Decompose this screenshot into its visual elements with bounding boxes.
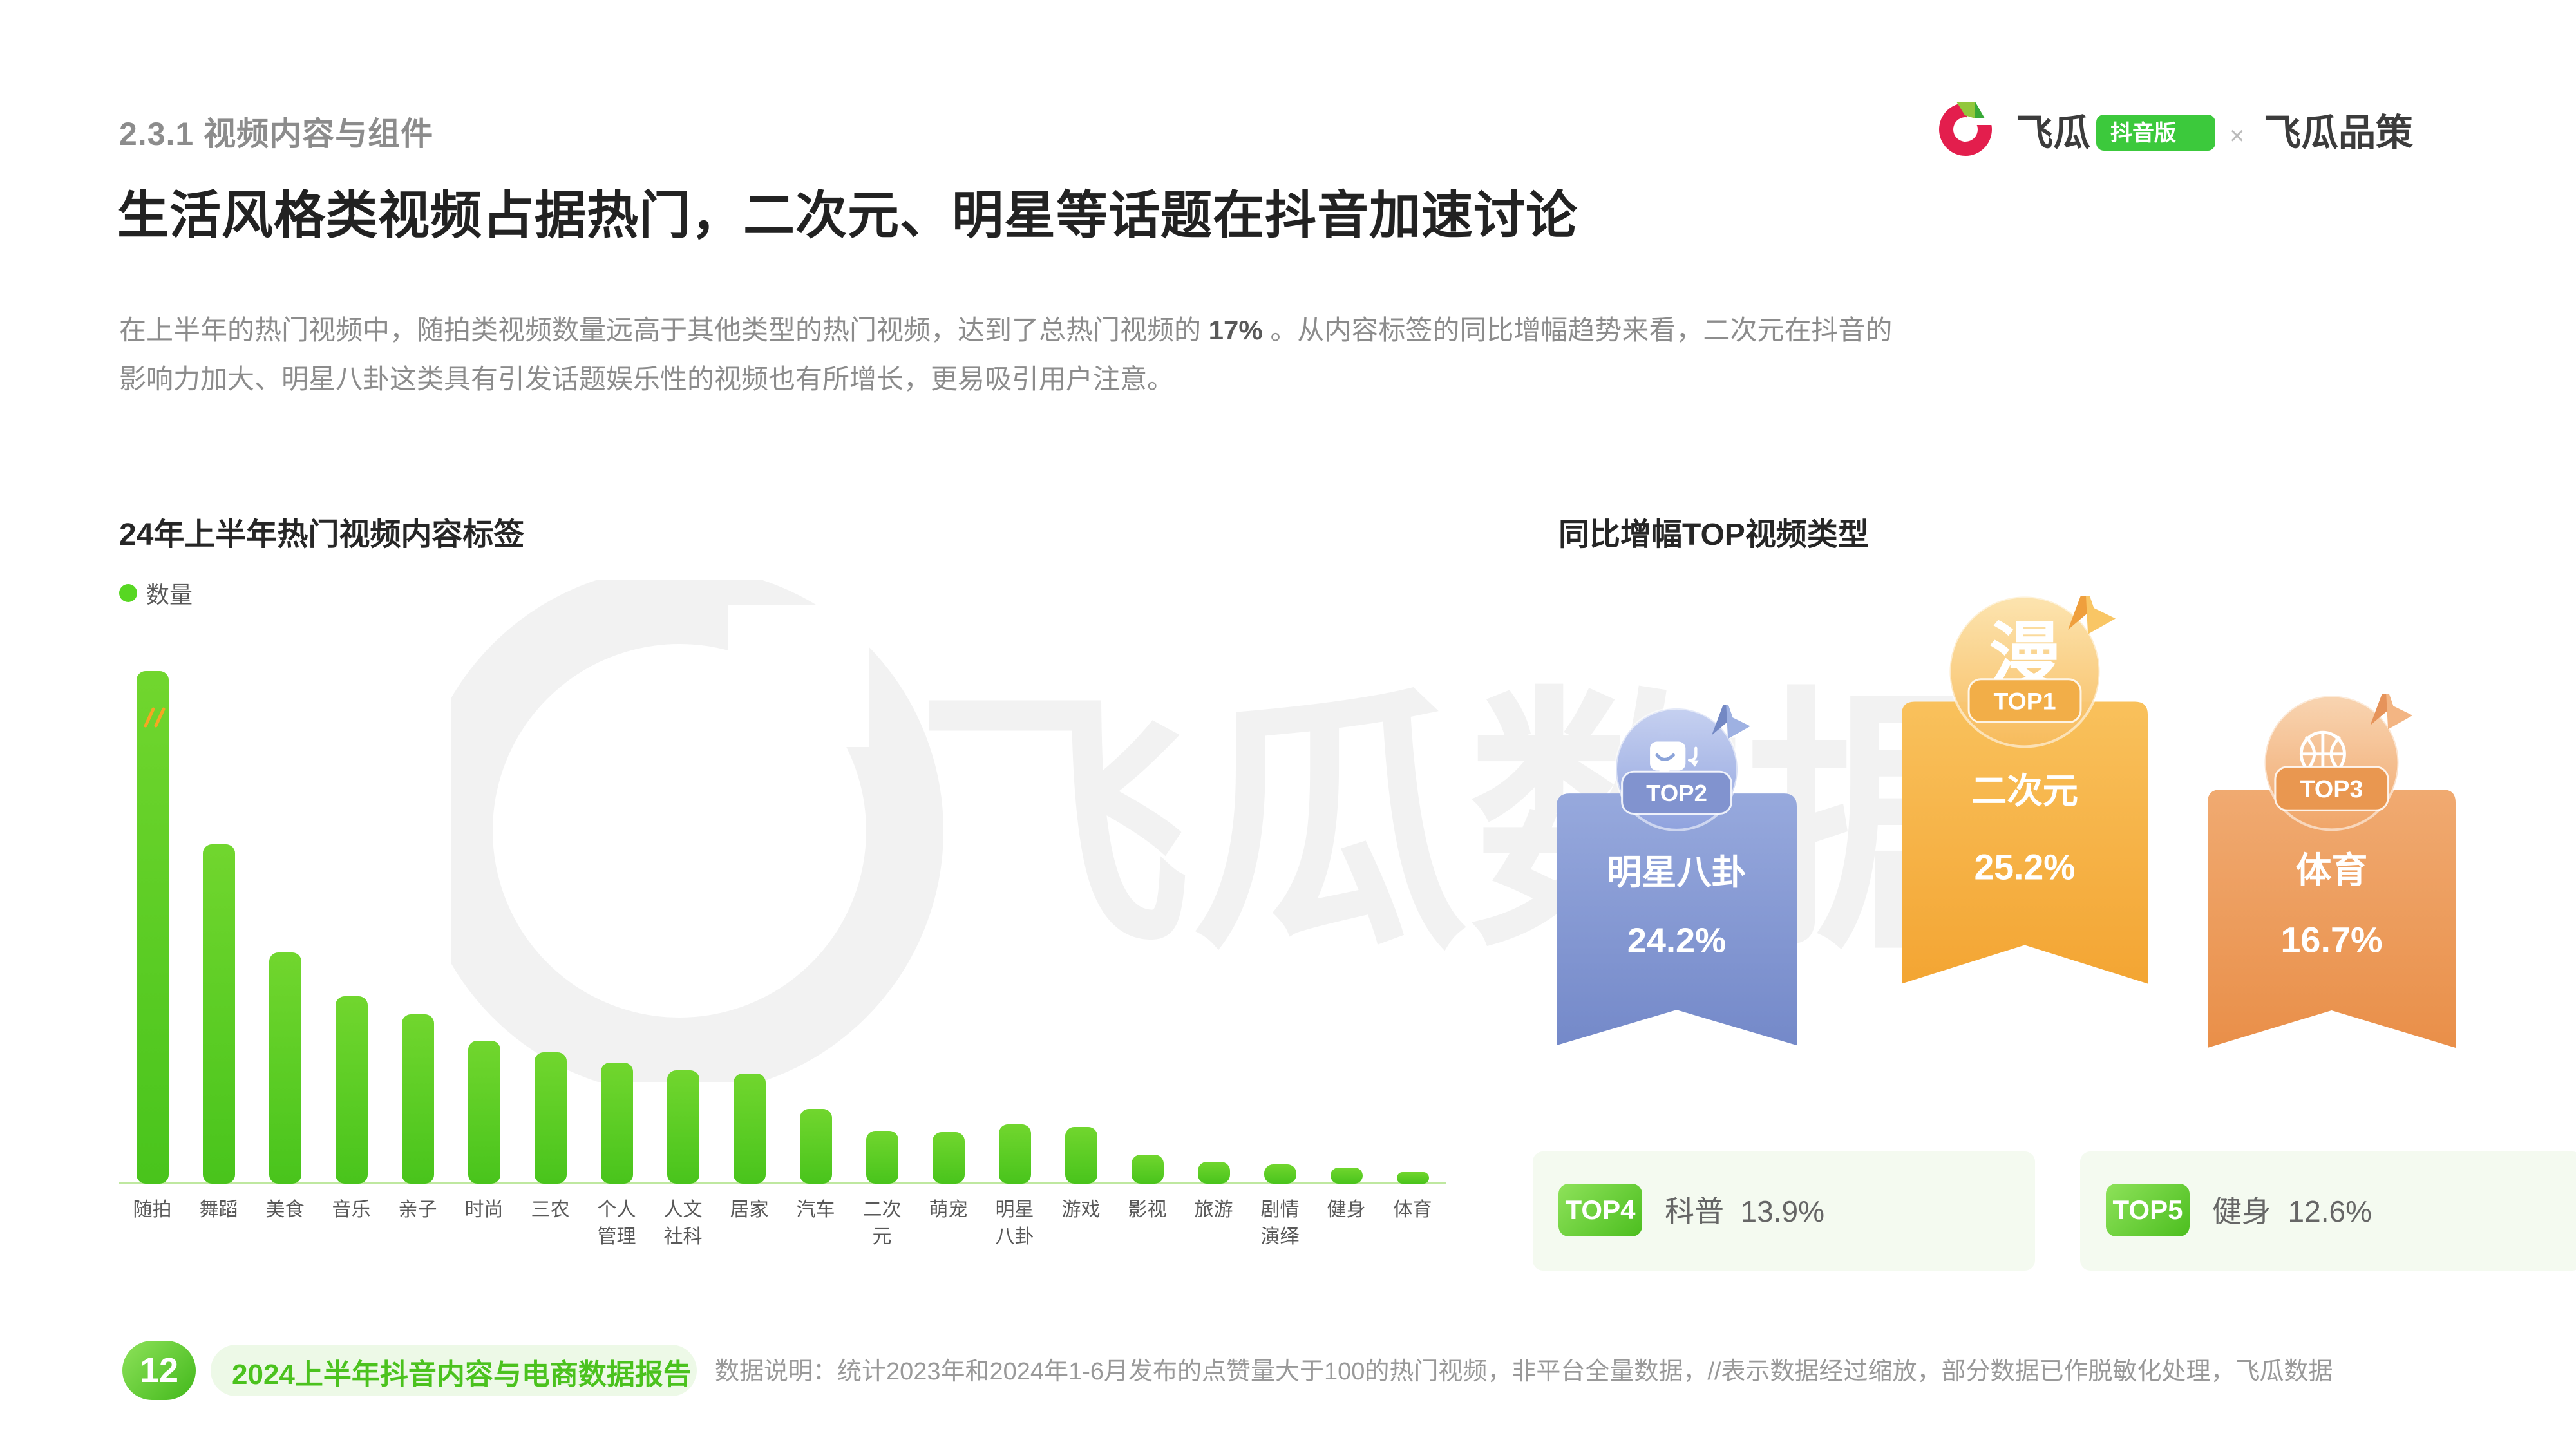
svg-text:体育: 体育 [2296, 849, 2368, 890]
svg-text:明星八卦: 明星八卦 [1607, 853, 1746, 892]
svg-text:25.2%: 25.2% [1974, 847, 2075, 887]
svg-text:TOP2: TOP2 [1646, 780, 1707, 806]
svg-text:TOP1: TOP1 [1993, 687, 2056, 714]
svg-text:二次元: 二次元 [1971, 771, 2078, 811]
svg-text:24.2%: 24.2% [1627, 921, 1726, 960]
svg-text:16.7%: 16.7% [2280, 920, 2382, 960]
svg-text:TOP3: TOP3 [2300, 775, 2363, 802]
